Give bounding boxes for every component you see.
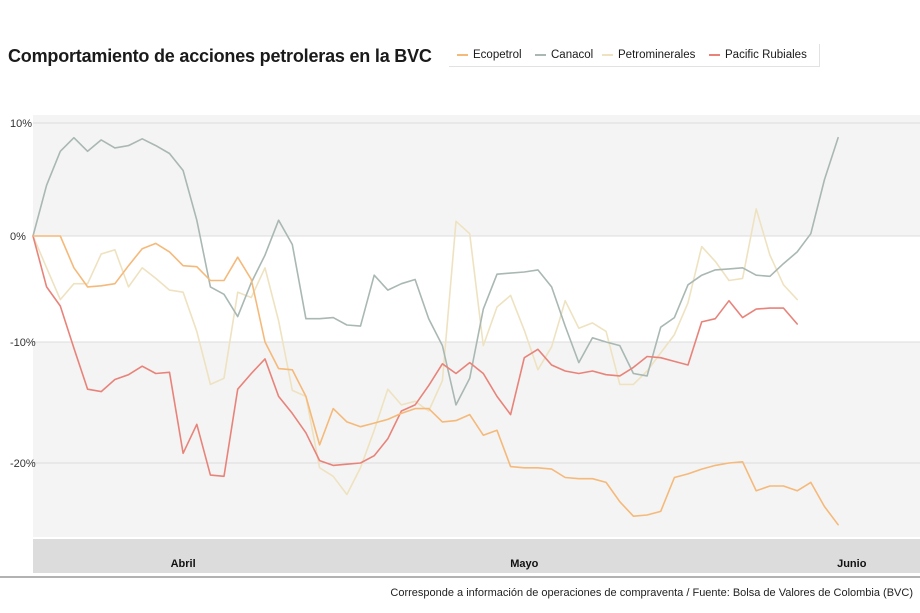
legend-label-petrominerales: Petrominerales <box>618 49 696 61</box>
y-tick-label: 0% <box>10 231 26 243</box>
chart-legend: Ecopetrol Canacol Petrominerales Pacific… <box>449 44 820 67</box>
y-tick-label: -10% <box>10 337 36 349</box>
series-line-ecopetrol <box>32 235 839 526</box>
legend-label-ecopetrol: Ecopetrol <box>473 49 522 61</box>
legend-swatch-petrominerales <box>602 54 613 56</box>
chart-title: Comportamiento de acciones petroleras en… <box>8 46 432 66</box>
series-line-canacol <box>32 136 839 406</box>
legend-label-pacific-rubiales: Pacific Rubiales <box>725 49 807 61</box>
x-month-label: Mayo <box>510 558 538 570</box>
legend-item-pacific-rubiales[interactable]: Pacific Rubiales <box>709 49 807 61</box>
legend-item-petrominerales[interactable]: Petrominerales <box>602 49 695 61</box>
series-line-pacific-rubiales <box>32 235 798 478</box>
legend-swatch-pacific-rubiales <box>709 54 720 56</box>
series-line-petrominerales <box>32 208 798 496</box>
plot-band-top <box>33 115 920 236</box>
x-month-label: Abril <box>171 558 196 570</box>
legend-swatch-ecopetrol <box>457 54 468 56</box>
legend-item-ecopetrol[interactable]: Ecopetrol <box>457 49 522 61</box>
y-tick-label: 10% <box>10 118 32 130</box>
x-axis-bar <box>33 539 920 573</box>
source-note: Corresponde a información de operaciones… <box>390 587 913 599</box>
x-month-label: Junio <box>837 558 867 570</box>
legend-label-canacol: Canacol <box>551 49 594 61</box>
legend-item-canacol[interactable]: Canacol <box>535 49 593 61</box>
legend-swatch-canacol <box>535 54 546 56</box>
plot-band-bottom <box>33 342 920 537</box>
y-tick-label: -20% <box>10 458 36 470</box>
